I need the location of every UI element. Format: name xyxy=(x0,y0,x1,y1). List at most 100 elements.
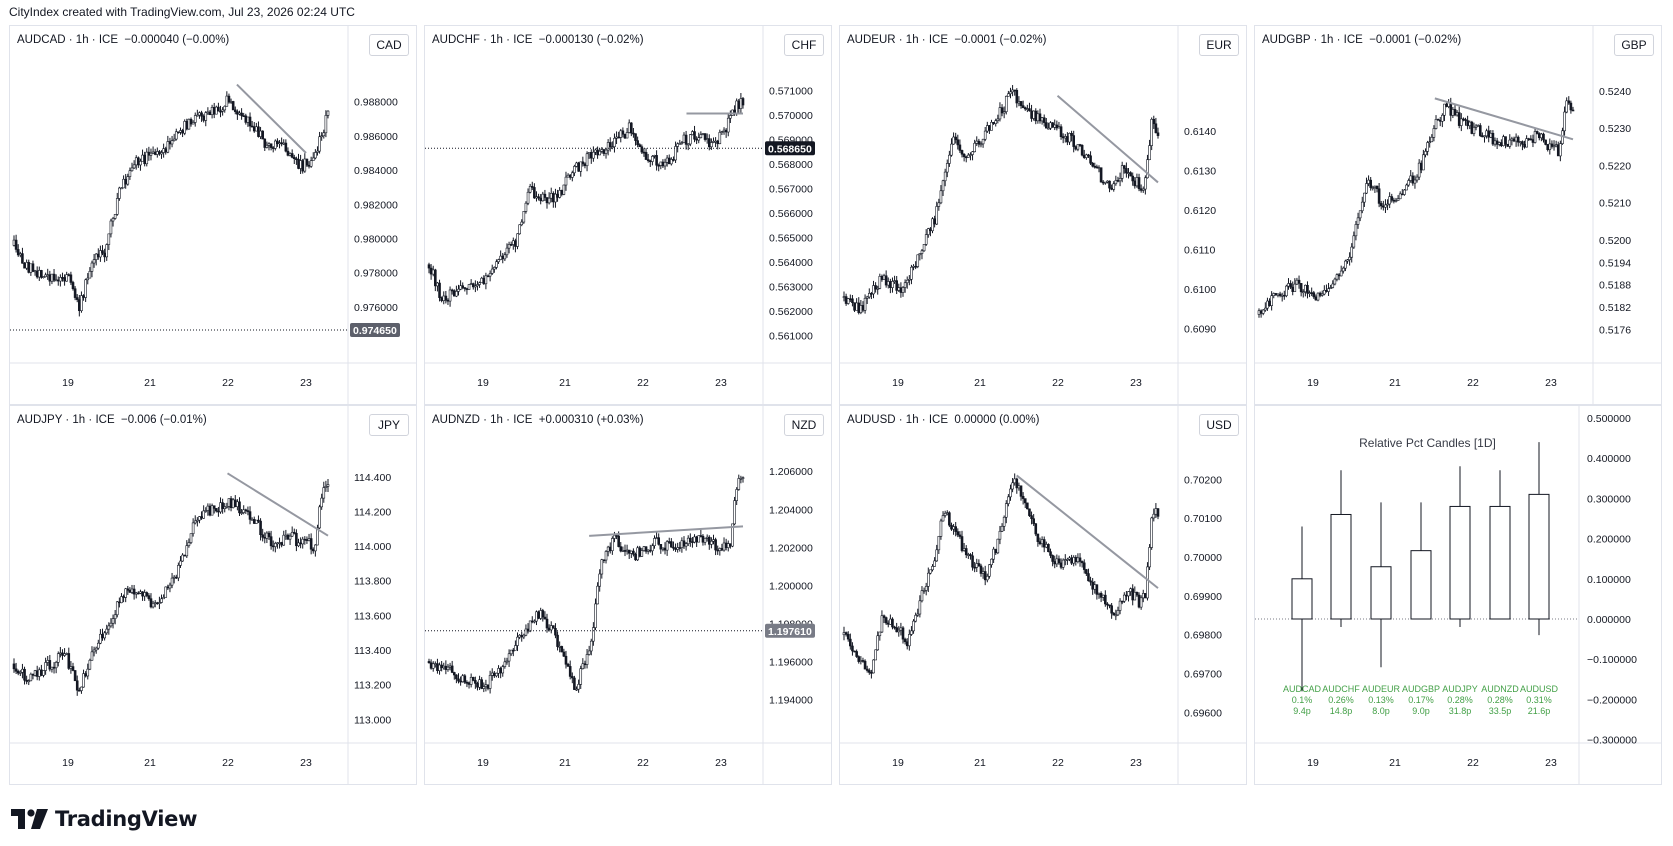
candle xyxy=(92,646,96,657)
currency-button[interactable]: JPY xyxy=(369,414,409,436)
candle-body xyxy=(1525,138,1528,148)
candle xyxy=(657,533,661,546)
candle xyxy=(1110,184,1113,191)
candle-body xyxy=(701,133,705,135)
chart-panel-audeur[interactable]: 0.6140 0.6130 0.6120 0.6110 0.6100 0.6090 19 21… xyxy=(839,25,1247,405)
candle-body xyxy=(1101,594,1105,598)
candle-body xyxy=(1019,485,1023,497)
candle-body xyxy=(215,106,218,115)
candle-body xyxy=(990,121,993,131)
candle-body xyxy=(615,136,618,139)
candle-body xyxy=(882,275,886,280)
candle xyxy=(495,672,498,678)
currency-button[interactable]: EUR xyxy=(1199,34,1239,56)
chart-panel-audchf[interactable]: 0.571000 0.570000 0.569000 0.568000 0.567000… xyxy=(424,25,832,405)
candle-body xyxy=(627,122,631,133)
candle xyxy=(128,587,132,594)
candle xyxy=(627,549,631,559)
candle xyxy=(695,535,698,547)
candle xyxy=(126,173,130,186)
candle xyxy=(105,243,109,261)
candle-body xyxy=(707,536,711,545)
candle xyxy=(295,529,298,552)
candle-body xyxy=(229,101,233,103)
tradingview-logo[interactable]: TradingView xyxy=(11,806,197,832)
candle xyxy=(1122,164,1126,174)
chart-panel-audcad[interactable]: 0.988000 0.986000 0.984000 0.982000 0.980000… xyxy=(9,25,417,405)
candle-body xyxy=(172,576,176,579)
chart-panel-audusd[interactable]: 0.70200 0.70100 0.70000 0.69900 0.69800 0.697… xyxy=(839,405,1247,785)
candle-body xyxy=(554,193,557,203)
candle-body xyxy=(724,542,728,548)
chart-panel-audjpy[interactable]: 114.400 114.200 114.000 113.800 113.600 113.4… xyxy=(9,405,417,785)
candle xyxy=(589,149,593,164)
chart-panel-audnzd[interactable]: 1.2060001.2040001.2020001.2000001.198000… xyxy=(424,405,832,785)
candle-body xyxy=(520,634,524,638)
candle-body xyxy=(46,660,50,663)
candle-body xyxy=(964,156,968,159)
candle-body xyxy=(1106,180,1109,183)
candle-body xyxy=(493,267,496,270)
candle xyxy=(707,535,711,550)
candle-body xyxy=(1521,141,1524,145)
currency-button[interactable]: NZD xyxy=(784,414,824,436)
candle xyxy=(61,272,64,282)
candle-body xyxy=(855,302,858,311)
candle-body xyxy=(128,590,132,593)
candle-body xyxy=(122,178,125,189)
chart-panel-relative-pct[interactable]: 0.6000000.5000000.4000000.3000000.200000… xyxy=(1254,405,1662,785)
candle xyxy=(842,626,846,641)
candle-body xyxy=(286,150,290,156)
candle xyxy=(1028,508,1031,517)
candle xyxy=(1139,595,1143,610)
candle xyxy=(596,582,599,605)
currency-button[interactable]: GBP xyxy=(1614,34,1654,56)
candle-body xyxy=(297,542,300,547)
candle-body xyxy=(1489,132,1493,138)
candle-body xyxy=(630,550,633,554)
candle-body xyxy=(602,149,606,154)
pct-label-pips: 31.8p xyxy=(1449,706,1472,716)
candle xyxy=(1051,554,1054,567)
candle xyxy=(977,559,981,567)
y-tick-label: 0.976000 xyxy=(354,302,398,314)
candle-body xyxy=(1023,107,1027,110)
chart-panel-audgbp[interactable]: 0.5240 0.5230 0.5220 0.5210 0.5200 0.5194 0.51… xyxy=(1254,25,1662,405)
candle-body xyxy=(210,107,214,116)
y-tick-label: 114.000 xyxy=(354,541,391,553)
currency-button[interactable]: CAD xyxy=(369,34,409,56)
candle-body xyxy=(238,112,241,115)
candle xyxy=(105,624,109,635)
x-tick-label: 23 xyxy=(1545,757,1557,769)
candle-body xyxy=(895,280,898,291)
candle-body xyxy=(1449,102,1453,116)
currency-button[interactable]: CHF xyxy=(784,34,824,56)
candle xyxy=(1114,609,1118,621)
candle-body xyxy=(528,186,532,193)
relative-chart-svg: 0.6000000.5000000.4000000.3000000.200000… xyxy=(1255,406,1661,784)
candle-body xyxy=(556,634,559,647)
candle xyxy=(646,549,650,555)
candle xyxy=(1091,161,1094,168)
candle-body xyxy=(729,115,732,119)
candle xyxy=(467,681,471,689)
candle xyxy=(710,537,713,549)
candle-body xyxy=(295,158,298,160)
candle-body xyxy=(109,220,113,235)
candle xyxy=(497,258,500,264)
candle xyxy=(444,660,448,675)
candle xyxy=(1023,106,1027,111)
candle-body xyxy=(1007,496,1010,504)
candle-body xyxy=(1053,124,1057,128)
candle-body xyxy=(1455,112,1459,116)
candle-body xyxy=(1537,133,1541,139)
candle xyxy=(162,594,165,600)
candle xyxy=(259,518,262,541)
candle-body xyxy=(252,126,256,132)
candle xyxy=(69,271,73,285)
candle xyxy=(37,667,41,681)
candle xyxy=(695,136,698,145)
currency-button[interactable]: USD xyxy=(1199,414,1239,436)
candle-body xyxy=(903,282,907,288)
candle xyxy=(446,663,450,672)
